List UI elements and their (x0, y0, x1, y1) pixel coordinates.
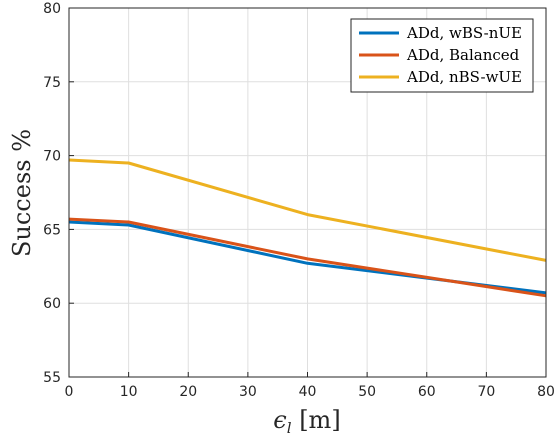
y-tick-label: 55 (43, 370, 61, 386)
y-axis-label: Success % (8, 129, 36, 257)
x-tick-label: 10 (120, 384, 138, 400)
y-axis-ticks: 55 60 65 70 75 80 (43, 1, 74, 386)
y-tick-label: 80 (43, 1, 61, 17)
y-tick-label: 60 (43, 296, 61, 312)
legend-entry: ADd, wBS-nUE (406, 24, 522, 42)
x-tick-label: 30 (239, 384, 257, 400)
legend-entry: ADd, Balanced (406, 46, 520, 64)
x-axis-label: ϵl [m] (273, 406, 340, 437)
x-axis-label-text: ϵl [m] (273, 406, 340, 437)
series-line-3 (68, 158, 547, 262)
legend: ADd, wBS-nUE ADd, Balanced ADd, nBS-wUE (350, 18, 534, 93)
series-lines (68, 158, 547, 298)
legend-entry: ADd, nBS-wUE (406, 68, 522, 86)
x-tick-label: 50 (358, 384, 376, 400)
x-tick-label: 60 (418, 384, 436, 400)
x-tick-label: 20 (179, 384, 197, 400)
x-tick-label: 80 (537, 384, 555, 400)
x-tick-label: 40 (299, 384, 317, 400)
x-tick-label: 70 (477, 384, 495, 400)
x-tick-label: 0 (65, 384, 74, 400)
series-line-2 (68, 217, 547, 298)
y-tick-label: 75 (43, 75, 61, 91)
y-tick-label: 65 (43, 222, 61, 238)
x-axis-ticks: 0 10 20 30 40 50 60 70 80 (65, 372, 555, 400)
y-tick-label: 70 (43, 149, 61, 165)
